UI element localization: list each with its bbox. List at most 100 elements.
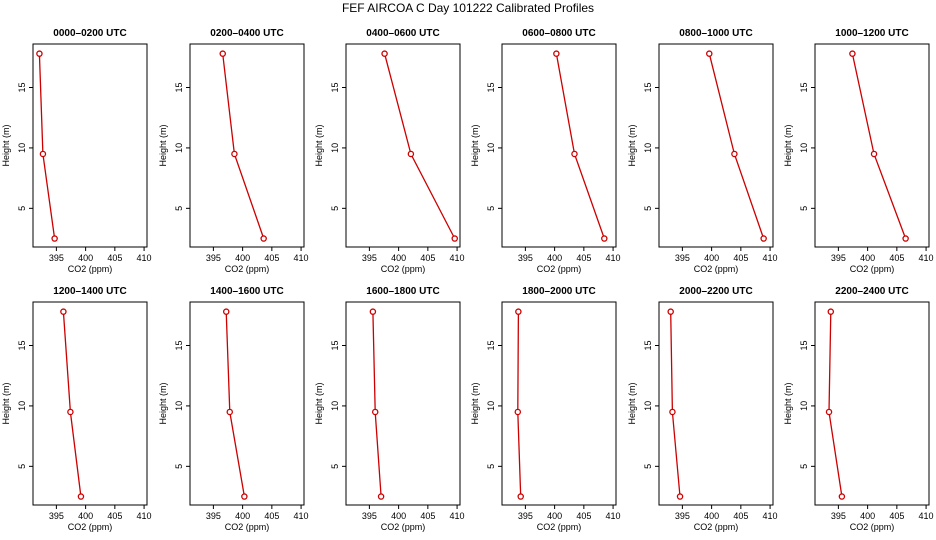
data-point — [369, 308, 377, 315]
data-point — [407, 150, 415, 158]
profile-line — [828, 311, 843, 497]
y-axis-label: Height (m) — [314, 382, 324, 424]
data-point — [825, 408, 833, 416]
figure-title: FEF AIRCOA C Day 101222 Calibrated Profi… — [341, 1, 595, 15]
y-tick-label: 15 — [330, 82, 340, 92]
x-tick-label: 410 — [294, 253, 309, 263]
data-point — [39, 150, 47, 158]
x-axis-label: CO2 (ppm) — [694, 522, 739, 532]
chart-panel-11: 2000–2200 UTC 395 400 405 410 5 10 15 CO2 (ppm) H… — [627, 286, 778, 532]
x-tick-label: 405 — [107, 511, 122, 521]
x-axis-label: CO2 (ppm) — [225, 264, 270, 274]
chart-panel-7: 1200–1400 UTC 395 400 405 410 5 10 15 CO2 (ppm) H… — [1, 286, 152, 532]
x-tick-label: 395 — [206, 253, 221, 263]
panel-title: 2200–2400 UTC — [835, 286, 908, 297]
data-point — [838, 493, 846, 500]
y-tick-label: 15 — [486, 82, 496, 92]
data-point — [553, 50, 560, 57]
x-tick-label: 400 — [547, 511, 562, 521]
y-tick-label: 5 — [486, 464, 496, 469]
y-tick-label: 5 — [799, 464, 809, 469]
data-point — [377, 493, 385, 500]
panel-title: 0000–0200 UTC — [53, 28, 126, 39]
x-axis-label: CO2 (ppm) — [68, 264, 113, 274]
panel-title: 0600–0800 UTC — [522, 28, 595, 39]
x-tick-label: 395 — [518, 253, 533, 263]
x-tick-label: 405 — [889, 253, 904, 263]
chart-panel-3: 0400–0600 UTC 395 400 405 410 5 10 15 CO2 (ppm) H… — [314, 28, 465, 274]
y-tick-label: 10 — [174, 143, 184, 153]
x-tick-label: 400 — [391, 511, 406, 521]
profile-line — [517, 311, 522, 497]
plot-frame — [658, 301, 774, 506]
x-tick-label: 410 — [763, 253, 778, 263]
x-tick-label: 395 — [675, 511, 690, 521]
data-point — [260, 235, 267, 242]
data-point — [77, 493, 85, 500]
x-tick-label: 410 — [606, 253, 621, 263]
data-point — [222, 308, 230, 315]
y-tick-label: 15 — [330, 340, 340, 350]
x-axis-label: CO2 (ppm) — [68, 522, 113, 532]
profile-line — [372, 311, 382, 497]
data-point — [514, 408, 522, 416]
y-tick-label: 5 — [174, 206, 184, 211]
x-tick-label: 400 — [235, 253, 250, 263]
plot-frame — [32, 43, 148, 248]
x-tick-label: 395 — [362, 253, 377, 263]
x-axis-label: CO2 (ppm) — [537, 522, 582, 532]
profile-line — [62, 311, 82, 497]
y-tick-label: 15 — [643, 82, 653, 92]
data-point — [571, 150, 578, 158]
data-point — [515, 308, 522, 315]
x-tick-label: 405 — [420, 511, 435, 521]
data-point — [219, 50, 226, 57]
chart-panel-10: 1800–2000 UTC 395 400 405 410 5 10 15 CO2 (ppm) H… — [470, 286, 621, 532]
y-tick-label: 5 — [799, 206, 809, 211]
y-tick-label: 10 — [17, 401, 27, 411]
plot-frame — [345, 301, 461, 506]
data-point — [67, 408, 74, 416]
chart-panel-5: 0800–1000 UTC 395 400 405 410 5 10 15 CO2 (ppm) H… — [627, 28, 778, 274]
x-axis-label: CO2 (ppm) — [850, 522, 895, 532]
profile-line — [670, 311, 681, 497]
x-axis-label: CO2 (ppm) — [381, 264, 426, 274]
x-tick-label: 405 — [733, 253, 748, 263]
data-point — [760, 235, 767, 242]
x-tick-label: 400 — [391, 253, 406, 263]
x-tick-label: 410 — [606, 511, 621, 521]
x-tick-label: 400 — [860, 253, 875, 263]
y-axis-label: Height (m) — [158, 382, 168, 424]
x-tick-label: 405 — [889, 511, 904, 521]
plot-frame — [501, 301, 617, 506]
y-tick-label: 5 — [330, 464, 340, 469]
y-axis-label: Height (m) — [1, 382, 11, 424]
x-tick-label: 410 — [450, 253, 465, 263]
y-axis-label: Height (m) — [627, 124, 637, 166]
x-tick-label: 405 — [733, 511, 748, 521]
y-tick-label: 10 — [330, 401, 340, 411]
x-tick-label: 400 — [704, 511, 719, 521]
x-tick-label: 400 — [78, 511, 93, 521]
x-tick-label: 405 — [264, 511, 279, 521]
y-tick-label: 10 — [486, 401, 496, 411]
data-point — [226, 408, 234, 416]
panel-title: 1200–1400 UTC — [53, 286, 126, 297]
y-tick-label: 15 — [174, 340, 184, 350]
y-axis-label: Height (m) — [470, 124, 480, 166]
profile-line — [555, 53, 605, 239]
chart-panel-6: 1000–1200 UTC 395 400 405 410 5 10 15 CO2 (ppm) H… — [783, 28, 934, 274]
y-tick-label: 15 — [17, 340, 27, 350]
y-tick-label: 10 — [799, 143, 809, 153]
y-tick-label: 5 — [486, 206, 496, 211]
plot-frame — [501, 43, 617, 248]
y-tick-label: 5 — [643, 464, 653, 469]
x-tick-label: 395 — [831, 511, 846, 521]
y-tick-label: 15 — [799, 340, 809, 350]
panel-title: 1600–1800 UTC — [366, 286, 439, 297]
data-point — [60, 308, 67, 315]
profile-line — [225, 311, 246, 497]
x-tick-label: 400 — [235, 511, 250, 521]
x-tick-label: 395 — [362, 511, 377, 521]
